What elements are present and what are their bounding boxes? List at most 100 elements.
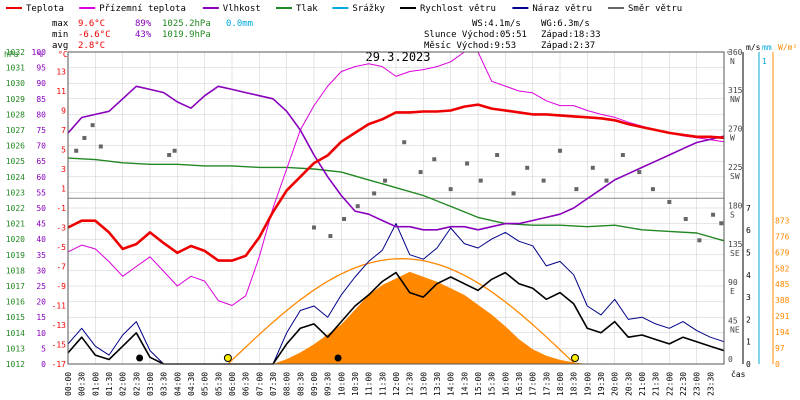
axis-tick-hpa: 1021 <box>6 220 25 229</box>
axis-unit-pct: % <box>38 50 43 59</box>
axis-tick-degc: 1 <box>61 185 66 194</box>
axis-tick-pct: 10 <box>36 329 46 338</box>
stat-max-temp: 9.6°C <box>78 19 105 29</box>
axis-tick-time: 23:00 <box>693 372 702 396</box>
axis-tick-degc: -7 <box>56 263 66 272</box>
axis-tick-pct: 45 <box>36 220 46 229</box>
axis-tick-time: 12:30 <box>406 372 415 396</box>
axis-tick-time: 13:00 <box>419 372 428 396</box>
winddir-point <box>719 221 724 226</box>
axis-tick-time: 20:30 <box>624 372 633 396</box>
axis-tick-mm: 1 <box>762 57 767 66</box>
axis-tick-ms: 3 <box>746 293 751 302</box>
axis-tick-wm2: 485 <box>775 280 790 289</box>
axis-tick-deg: 180 <box>728 201 743 210</box>
axis-tick-degc: 5 <box>61 146 66 155</box>
axis-tick-hpa: 1012 <box>6 360 25 369</box>
winddir-point <box>90 123 95 128</box>
axis-tick-time: 07:00 <box>255 372 264 396</box>
winddir-point <box>167 153 172 158</box>
axis-tick-dir-label: SW <box>730 172 740 181</box>
axis-unit-deg: ° <box>726 50 731 59</box>
stat-moonset: Západ:2:37 <box>541 41 595 51</box>
axis-tick-dir-label: N <box>730 57 735 66</box>
axis-tick-pct: 50 <box>36 204 46 213</box>
axis-tick-degc: -15 <box>52 341 67 350</box>
winddir-point <box>650 187 655 192</box>
axis-tick-wm2: 388 <box>775 296 790 305</box>
axis-tick-time: 06:00 <box>228 372 237 396</box>
legend-label: Náraz větru <box>532 4 592 14</box>
series-humidity-line <box>67 85 725 231</box>
axis-tick-time: 13:30 <box>433 372 442 396</box>
winddir-point <box>402 140 407 145</box>
sun-theoretical-line <box>227 258 576 365</box>
axis-tick-hpa: 1018 <box>6 266 25 275</box>
axis-unit-degc: °C <box>58 50 68 59</box>
axis-tick-dir-label: NW <box>730 95 740 104</box>
axis-tick-pct: 5 <box>41 344 46 353</box>
winddir-point <box>711 212 716 217</box>
legend-label: Směr větru <box>628 4 682 14</box>
axis-tick-degc: 9 <box>61 107 66 116</box>
axis-tick-time: 16:00 <box>501 372 510 396</box>
winddir-point <box>558 148 562 153</box>
axis-tick-pct: 75 <box>36 126 46 135</box>
axis-tick-hpa: 1029 <box>6 95 25 104</box>
series-pressure-line <box>67 157 725 242</box>
winddir-point <box>525 165 530 170</box>
sunset-marker <box>571 354 580 362</box>
axis-tick-pct: 40 <box>36 235 46 244</box>
axis-tick-degc: -17 <box>52 360 67 369</box>
axis-tick-time: 11:30 <box>378 372 387 396</box>
axis-tick-pct: 95 <box>36 64 46 73</box>
winddir-point <box>372 191 377 196</box>
legend-label: Srážky <box>352 4 385 14</box>
winddir-point <box>511 191 516 196</box>
axis-tick-time: 02:30 <box>132 372 141 396</box>
axis-tick-pct: 60 <box>36 173 46 182</box>
axis-unit-ms: m/s <box>746 43 761 52</box>
axis-unit-wm2: W/m² <box>778 43 797 52</box>
axis-tick-time: 18:30 <box>570 372 579 396</box>
stat-sunrise: Slunce Východ:05:51 <box>424 30 527 40</box>
axis-tick-hpa: 1024 <box>6 173 25 182</box>
stats-block: max 9.6°C 89% 1025.2hPa 0.0mm min -6.6°C… <box>52 19 601 51</box>
winddir-point <box>328 234 333 239</box>
axis-tick-time: 03:00 <box>146 372 155 396</box>
axis-tick-hpa: 1013 <box>6 344 25 353</box>
axis-tick-hpa: 1020 <box>6 235 25 244</box>
axis-tick-time: 20:00 <box>611 372 620 396</box>
winddir-point <box>604 178 609 183</box>
axis-tick-time: 17:00 <box>529 372 538 396</box>
axis-tick-hpa: 1026 <box>6 142 25 151</box>
axis-tick-time: 11:00 <box>365 372 374 396</box>
axis-tick-hpa: 1027 <box>6 126 25 135</box>
axis-tick-deg: 270 <box>728 125 743 134</box>
axis-tick-time: 04:00 <box>173 372 182 396</box>
axis-tick-time: 16:30 <box>515 372 524 396</box>
axis-tick-pct: 30 <box>36 266 46 275</box>
axis-tick-time: 18:00 <box>556 372 565 396</box>
axis-tick-deg: 45 <box>728 317 738 326</box>
axis-tick-wm2: 873 <box>775 216 790 225</box>
axis-tick-degc: 3 <box>61 165 66 174</box>
axis-tick-time: 00:00 <box>64 372 73 396</box>
axis-tick-time: 05:30 <box>214 372 223 396</box>
stat-avg-label: avg <box>52 41 68 51</box>
axis-unit-mm: mm <box>762 43 772 52</box>
axis-tick-hpa: 1019 <box>6 251 25 260</box>
axis-tick-hpa: 1016 <box>6 298 25 307</box>
axis-tick-degc: -11 <box>52 302 67 311</box>
legend: Teplota Přízemní teplota Vlhkost Tlak Srážky… <box>6 4 682 14</box>
winddir-point <box>312 225 316 230</box>
axis-tick-deg: 90 <box>728 278 738 287</box>
series-ground-temp-line <box>67 51 725 306</box>
stat-wind-speed: WS:4.1m/s <box>472 19 521 29</box>
series-temperature-line <box>67 103 725 262</box>
axis-tick-deg: 315 <box>728 86 743 95</box>
axis-tick-time: 08:00 <box>283 372 292 396</box>
winddir-point <box>418 170 423 175</box>
winddir-point <box>574 187 579 192</box>
axis-tick-time: 17:30 <box>542 372 551 396</box>
